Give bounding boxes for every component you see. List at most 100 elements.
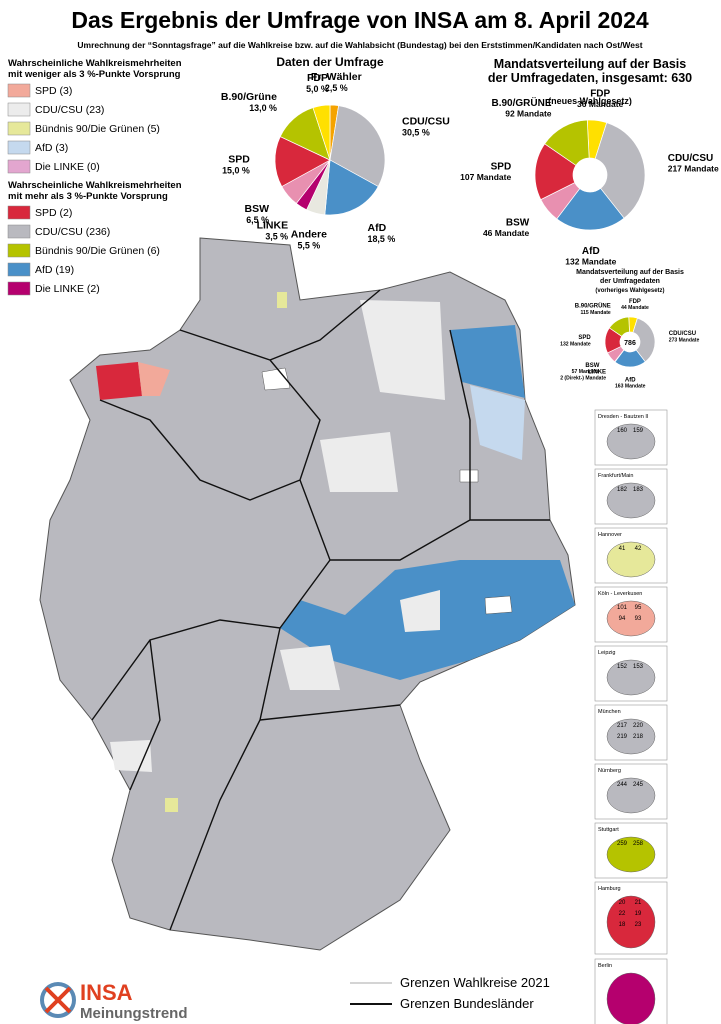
cdu-close	[110, 300, 445, 772]
legend-swatch	[7, 243, 31, 258]
legend-label: Bündnis 90/Die Grünen (5)	[35, 123, 160, 135]
inset-number: 259	[617, 841, 628, 847]
slice-value: 18,5 %	[368, 234, 396, 244]
legend-swatch	[7, 140, 31, 155]
slice-value: 13,0 %	[249, 103, 277, 113]
legend-title: Wahrscheinliche Wahlkreismehrheiten	[8, 58, 182, 69]
legend-label: Die LINKE (0)	[35, 161, 100, 173]
legend-label: Die LINKE (2)	[35, 283, 100, 295]
logo-cross	[44, 986, 72, 1014]
inset-number: 22	[619, 911, 626, 917]
slice-label: SPD	[491, 161, 512, 172]
inset-name: München	[598, 709, 621, 715]
donut-total: 786	[624, 340, 636, 347]
inset-name: Hannover	[598, 532, 622, 538]
donut-title: der Umfragedaten	[600, 278, 660, 285]
inset-number: 258	[633, 841, 644, 847]
afd-close	[470, 385, 525, 460]
inset-number: 93	[635, 616, 642, 622]
slice-label: BSW	[506, 217, 530, 228]
inset-number: 19	[635, 911, 642, 917]
inset-area	[606, 541, 656, 578]
slice	[608, 316, 630, 337]
inset-number: 95	[635, 605, 642, 611]
inset-name: Nürnberg	[598, 768, 621, 774]
slice-label: CDU/CSU	[402, 116, 450, 128]
legend-title: Wahrscheinliche Wahlkreismehrheiten	[8, 180, 182, 191]
spd-clear	[96, 362, 142, 400]
inset-number: 20	[619, 900, 626, 906]
inset-number: 219	[617, 734, 628, 740]
inset-number: 160	[617, 428, 628, 434]
slice-value: 115 Mandate	[580, 310, 610, 316]
slice	[632, 317, 656, 363]
slice	[544, 119, 590, 166]
legend-swatch	[7, 281, 31, 296]
title: Das Ergebnis der Umfrage von INSA am 8. …	[71, 7, 649, 33]
inset-number: 23	[635, 922, 642, 928]
inset-number: 244	[617, 782, 628, 788]
inset-name: Köln - Leverkusen	[598, 591, 642, 597]
inset-area	[606, 718, 656, 755]
inset-name: Frankfurt/Main	[598, 473, 633, 479]
inset-number: 21	[635, 900, 642, 906]
logo-ring	[40, 982, 76, 1018]
slice-value: 36 Mandate	[577, 99, 624, 109]
inset-name: Leipzig	[598, 650, 615, 656]
slice-value: 2,5 %	[325, 83, 348, 93]
logo: INSA Meinungstrend	[40, 980, 188, 1022]
slice	[594, 122, 646, 219]
legend-label: CDU/CSU (23)	[35, 104, 104, 116]
map	[39, 237, 576, 951]
inset-number: 218	[633, 734, 644, 740]
inset-number: 42	[635, 546, 642, 552]
inset-number: 94	[619, 616, 626, 622]
inset-area	[606, 423, 656, 460]
slice-label: BSW	[585, 363, 599, 369]
legend-label: AfD (19)	[35, 264, 74, 276]
slice-value: 107 Mandate	[460, 172, 511, 182]
slice-value: 273 Mandate	[669, 337, 700, 343]
slice-label: B.90/GRÜNE	[492, 96, 552, 109]
legend-label: Bündnis 90/Die Grünen (6)	[35, 245, 160, 257]
legend-swatch	[7, 205, 31, 220]
inset-area	[606, 972, 656, 1024]
legend-label: AfD (3)	[35, 142, 68, 154]
germany	[39, 237, 576, 951]
slice-value: 44 Mandate	[621, 305, 649, 311]
slice-value: 5,5 %	[297, 240, 320, 250]
inset-number: 217	[617, 723, 628, 729]
slice-label: CDU/CSU	[668, 153, 714, 164]
inset-area	[606, 836, 656, 873]
inset-number: 18	[619, 922, 626, 928]
legend-title: mit weniger als 3 %-Punkte Vorsprung	[8, 69, 181, 80]
map-legend: Grenzen Wahlkreise 2021	[400, 975, 550, 990]
slice-label: LINKE	[257, 219, 289, 231]
inset-area	[606, 600, 656, 637]
logo-brand: INSA	[80, 980, 133, 1005]
legend-swatch	[7, 102, 31, 117]
slice-value: 30,5 %	[402, 128, 430, 138]
inset-area	[606, 777, 656, 814]
legend-swatch	[7, 224, 31, 239]
inset-number: 153	[633, 664, 644, 670]
slice-label: AfD	[582, 246, 600, 257]
slice-label: AfD	[625, 377, 636, 383]
inset-number: 182	[617, 487, 628, 493]
slice	[324, 159, 379, 216]
slice-label: LINKE	[588, 369, 606, 375]
legend-label: CDU/CSU (236)	[35, 226, 110, 238]
legend-swatch	[7, 83, 31, 98]
spd-close	[138, 362, 170, 396]
slice-value: 3,5 %	[265, 231, 288, 241]
map-legend: Grenzen Bundesländer	[400, 996, 534, 1011]
slice-label: FDP	[629, 299, 641, 305]
slice	[312, 104, 331, 161]
legend-swatch	[7, 121, 31, 136]
slice-value: 2 (Direkt-) Mandate	[560, 376, 606, 382]
slice-value: 132 Mandate	[565, 256, 616, 266]
slice-label: B.90/Grüne	[221, 91, 277, 103]
inset-number: 159	[633, 428, 644, 434]
slice-label: BSW	[245, 203, 270, 215]
